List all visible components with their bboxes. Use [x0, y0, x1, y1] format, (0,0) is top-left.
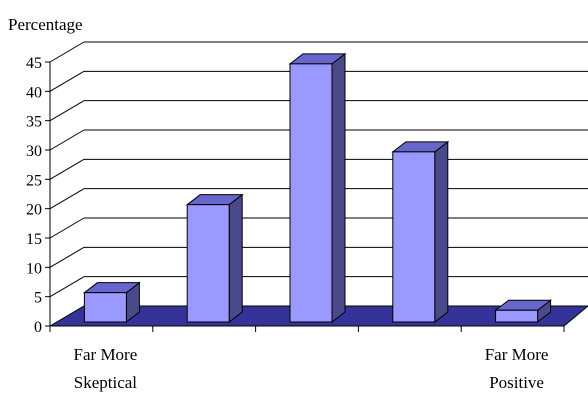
gridline-diagonal [49, 276, 85, 298]
gridline-diagonal [49, 100, 85, 122]
x-category-label-line: Positive [489, 373, 544, 392]
bar-side [331, 52, 346, 324]
gridline-diagonal [49, 70, 85, 92]
y-tick-label: 15 [26, 231, 42, 248]
gridline-diagonal [49, 188, 85, 210]
x-category-label-line: Far More [485, 345, 549, 364]
bar-front [186, 204, 230, 323]
gridline-diagonal [49, 41, 85, 63]
y-tick-label: 10 [26, 260, 42, 277]
bar [288, 52, 347, 324]
bar [391, 140, 450, 324]
bar-side [434, 140, 449, 324]
y-tick-label: 20 [26, 202, 42, 219]
gridline-diagonal [49, 129, 85, 151]
gridline-diagonal [49, 158, 85, 180]
gridline-diagonal [49, 246, 85, 268]
bar-front [83, 292, 127, 323]
y-tick-label: 0 [34, 319, 42, 336]
y-tick-label: 40 [26, 84, 42, 101]
y-axis-label: Percentage [8, 15, 83, 34]
x-category-label-line: Skeptical [74, 373, 138, 392]
y-tick-label: 45 [26, 55, 42, 72]
x-category-labels: Far More Skeptical Far More Positive [74, 345, 549, 392]
y-tick-label: 5 [34, 290, 42, 307]
axes [45, 61, 565, 332]
bar [185, 193, 244, 324]
bar-front [392, 151, 436, 323]
bar [494, 299, 553, 324]
bar-front [495, 309, 539, 323]
y-tick-label: 35 [26, 114, 42, 131]
x-category-label-line: Far More [74, 345, 138, 364]
bar-front [289, 63, 333, 323]
y-tick-label: 25 [26, 172, 42, 189]
gridline-diagonal [49, 217, 85, 239]
bar-side [228, 193, 243, 324]
bar [82, 281, 141, 324]
y-tick-labels: 0 5 10 15 20 25 30 35 40 45 [26, 55, 42, 336]
y-tick-label: 30 [26, 143, 42, 160]
x-category-label: Far More Positive [485, 345, 549, 392]
bars [82, 52, 553, 324]
x-category-label: Far More Skeptical [74, 345, 138, 392]
